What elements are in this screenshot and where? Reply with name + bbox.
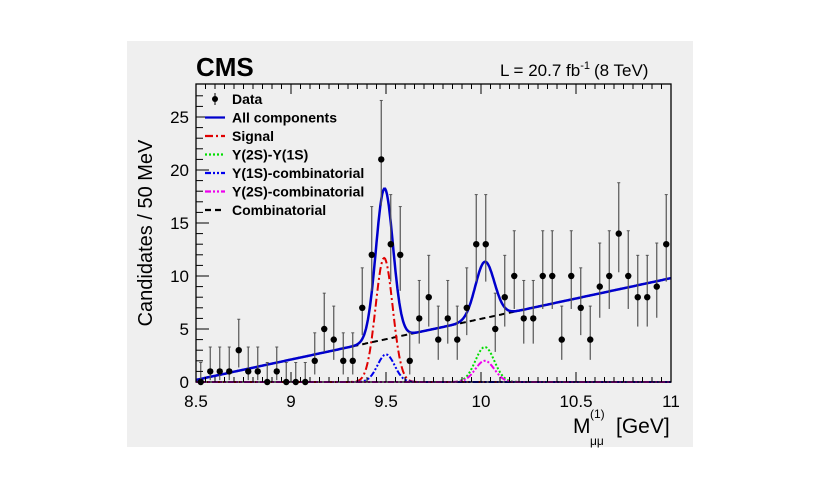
data-point (321, 325, 328, 333)
legend-label: Data (232, 91, 263, 107)
data-point (359, 304, 366, 311)
svg-text:μμ: μμ (590, 434, 604, 448)
y-tick-label: 0 (180, 373, 189, 392)
data-point (511, 272, 518, 280)
x-tick-label: 9.5 (374, 392, 398, 411)
luminosity-label: L = 20.7 fb-1 (8 TeV) (500, 60, 648, 80)
data-point (435, 336, 442, 343)
data-point (625, 272, 632, 280)
x-tick-label: 10.5 (559, 392, 592, 411)
data-point (482, 241, 489, 248)
data-point (653, 283, 660, 290)
legend: Data All components Signal Υ(2S)-Υ(1S) Υ(1S)… (205, 91, 364, 218)
data-point (549, 272, 556, 280)
data-point (596, 283, 603, 290)
legend-marker-data-dot (212, 96, 218, 102)
curve-all-components (195, 187, 672, 382)
data-point (378, 156, 385, 163)
data-point (501, 294, 508, 301)
data-point (492, 325, 499, 333)
data-point (530, 315, 537, 322)
y-axis-label: Candidates / 50 MeV (135, 139, 157, 326)
data-point (368, 251, 375, 258)
data-point (330, 336, 337, 343)
legend-label: Signal (232, 128, 274, 144)
data-point (254, 368, 261, 375)
legend-label: Combinatorial (232, 202, 326, 218)
data-point (444, 315, 451, 322)
data-point (207, 368, 214, 375)
data-point (520, 315, 527, 322)
data-point (397, 251, 404, 258)
x-tick-label: 8.5 (184, 392, 208, 411)
data-point (615, 230, 622, 237)
data-point (387, 241, 394, 248)
svg-text:(1): (1) (590, 407, 605, 421)
data-point (235, 347, 242, 354)
x-tick-label: 10 (472, 392, 491, 411)
data-point (539, 272, 546, 280)
x-tick-label: 11 (662, 392, 680, 411)
experiment-label: CMS (196, 52, 254, 82)
data-point (340, 357, 347, 364)
legend-label: Υ(1S)-combinatorial (232, 165, 364, 181)
data-point (311, 357, 318, 364)
data-point (454, 336, 461, 343)
legend-label: Υ(2S)-Υ(1S) (232, 147, 308, 163)
y-tick-label: 25 (170, 108, 189, 127)
data-point (473, 241, 480, 248)
y-tick-label: 10 (170, 267, 189, 286)
svg-text:M: M (573, 415, 591, 438)
data-point (216, 368, 223, 375)
x-axis-label: M μμ (1) [GeV] (573, 407, 670, 448)
data-point (634, 294, 641, 301)
x-tick-label: 9 (286, 392, 295, 411)
data-point (463, 304, 470, 311)
data-point (568, 272, 575, 280)
data-point (416, 315, 423, 322)
data-point (245, 368, 252, 375)
data-point (425, 294, 432, 301)
legend-label: All components (232, 110, 337, 126)
y-tick-label: 5 (180, 320, 189, 339)
data-point (663, 241, 670, 248)
data-point (349, 357, 356, 364)
data-point (587, 336, 594, 343)
svg-text:[GeV]: [GeV] (616, 415, 670, 438)
legend-label: Υ(2S)-combinatorial (232, 184, 364, 200)
data-point (273, 368, 280, 375)
data-point (606, 272, 613, 280)
data-point (644, 294, 651, 301)
data-point (406, 357, 413, 364)
y-tick-label: 15 (170, 214, 189, 233)
data-point (226, 368, 233, 375)
data-point (577, 304, 584, 311)
figure-background (127, 41, 693, 447)
y-tick-label: 20 (170, 161, 189, 180)
data-point (558, 336, 565, 343)
